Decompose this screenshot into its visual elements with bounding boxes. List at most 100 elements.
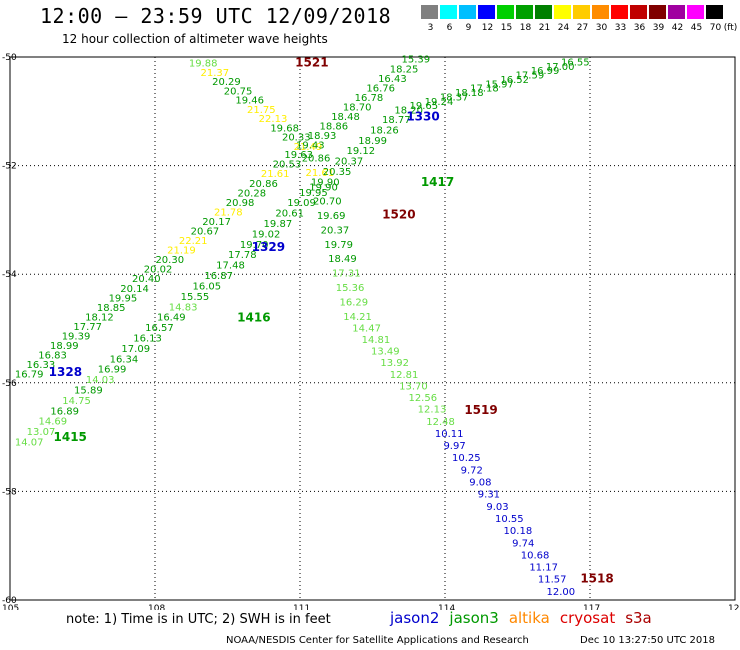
lat-tick-label: -54 (2, 270, 17, 280)
axis-ticks: 105 108 111 114 117 120 -50 -52 -54 -56 -58 -60 (2, 53, 740, 610)
wave-height-value: 16.05 (192, 281, 221, 292)
wave-height-value: 19.70 (240, 240, 269, 251)
pass-number: 1330 (406, 110, 439, 124)
wave-height-value: 16.99 (98, 365, 127, 376)
wave-height-value: 21.37 (200, 68, 229, 79)
lon-tick-label: 108 (148, 604, 165, 610)
wave-height-value: 16.76 (366, 83, 395, 94)
wave-height-value: 20.53 (273, 160, 302, 171)
wave-height-value: 9.97 (443, 441, 465, 452)
legend-swatch (497, 5, 514, 19)
wave-height-value: 18.93 (308, 131, 337, 142)
legend-label: 6 (446, 23, 453, 33)
wave-height-value: 20.75 (224, 86, 253, 97)
legend-label: 9 (465, 23, 472, 33)
wave-height-value: 17.18 (470, 84, 499, 95)
wave-height-value: 20.70 (313, 197, 342, 208)
legend-swatch (573, 5, 590, 19)
altimeter-tracks: 19.8821.3720.2920.7519.4621.7522.1319.68… (15, 55, 590, 598)
legend-label: 3 (427, 23, 434, 33)
wave-height-value: 10.55 (495, 514, 524, 525)
wave-height-value: 19.90 (311, 177, 340, 188)
wave-height-value: 18.25 (390, 64, 419, 75)
pass-number: 1521 (295, 55, 328, 69)
wave-height-value: 9.72 (461, 465, 483, 476)
wave-height-value: 20.17 (202, 217, 231, 228)
wave-height-value: 15.89 (74, 386, 103, 397)
wave-height-value: 19.46 (235, 96, 264, 107)
wave-height-value: 9.08 (469, 478, 491, 489)
track-1415-1416-1417: 14.0713.0714.6916.8914.7515.8914.0316.99… (15, 57, 590, 448)
wave-height-value: 15.36 (336, 283, 365, 294)
wave-height-value: 20.30 (155, 255, 184, 266)
satellite-label: jason3 (449, 609, 499, 627)
wave-height-value: 14.81 (362, 335, 391, 346)
wave-height-value: 12.48 (426, 417, 455, 428)
wave-height-value: 14.03 (86, 375, 115, 386)
wave-height-value: 19.09 (287, 198, 316, 209)
wave-height-value: 18.12 (85, 312, 114, 323)
wave-height-value: 17.48 (216, 261, 245, 272)
legend-label: 42 (671, 23, 684, 33)
legend-label: 18 (519, 23, 532, 33)
map-grid (9, 56, 736, 601)
lat-tick-label: -52 (2, 162, 17, 172)
wave-height-value: 20.86 (249, 179, 278, 190)
pass-number: 1518 (580, 571, 613, 585)
legend-label: 45 (690, 23, 703, 33)
pass-number: 1416 (237, 311, 270, 325)
wave-height-value: 18.37 (440, 92, 469, 103)
chart-note: note: 1) Time is in UTC; 2) SWH is in fe… (66, 612, 331, 627)
track-1329-1330: 16.7916.3316.8318.9919.3917.7718.1218.85… (15, 55, 430, 381)
wave-height-value: 16.87 (204, 271, 233, 282)
wave-height-value: 16.29 (339, 297, 368, 308)
legend-label: 36 (633, 23, 646, 33)
pass-number: 1520 (382, 207, 415, 221)
wave-height-value: 17.77 (73, 322, 102, 333)
wave-height-value: 16.79 (15, 370, 44, 381)
wave-height-value: 16.13 (133, 333, 162, 344)
wave-height-value: 14.21 (343, 312, 372, 323)
lat-tick-label: -58 (2, 487, 17, 497)
wave-height-value: 16.57 (145, 323, 174, 334)
wave-height-value: 16.99 (531, 66, 560, 77)
wave-height-value: 22.21 (179, 236, 208, 247)
wave-height-value: 20.14 (120, 284, 149, 295)
lat-tick-label: -50 (2, 53, 17, 63)
wave-height-value: 18.85 (97, 303, 126, 314)
legend-swatch (649, 5, 666, 19)
chart-subtitle: 12 hour collection of altimeter wave hei… (62, 32, 328, 46)
wave-height-value: 19.12 (346, 146, 375, 157)
wave-height-value: 14.69 (39, 417, 68, 428)
wave-height-value: 17.00 (546, 62, 575, 73)
wave-height-value: 19.90 (309, 182, 338, 193)
pass-number: 1415 (54, 430, 87, 444)
wave-height-value: 12.56 (408, 393, 437, 404)
wave-height-value: 17.31 (332, 269, 361, 280)
track-1521-1520-1519-1518: 19.8821.3720.2920.7519.4621.7522.1319.68… (189, 59, 575, 598)
legend-swatch (687, 5, 704, 19)
wave-height-value: 20.33 (282, 133, 311, 144)
wave-height-value: 19.95 (109, 293, 138, 304)
legend-swatch (516, 5, 533, 19)
satellite-label: cryosat (559, 609, 616, 627)
legend-swatch (535, 5, 552, 19)
legend-swatch (611, 5, 628, 19)
wave-height-value: 9.31 (478, 490, 500, 501)
wave-height-value: 19.24 (425, 97, 454, 108)
satellite-legend: jason2 jason3 altika cryosat s3a (390, 609, 662, 627)
wave-height-value: 18.48 (331, 112, 360, 123)
wave-height-value: 18.20 (394, 106, 423, 117)
wave-height-value: 16.89 (50, 406, 79, 417)
wave-height-value: 18.26 (370, 125, 399, 136)
legend-swatch (630, 5, 647, 19)
wave-height-value: 16.83 (38, 351, 67, 362)
wave-height-value: 20.86 (302, 153, 331, 164)
lat-tick-label: -56 (2, 379, 17, 389)
wave-height-value: 12.81 (390, 370, 419, 381)
wave-height-value: 18.70 (343, 102, 372, 113)
legend-label: 21 (538, 23, 551, 33)
wave-height-value: 15.39 (402, 55, 431, 66)
satellite-label: altika (508, 609, 550, 627)
wave-height-value: 14.47 (352, 324, 381, 335)
